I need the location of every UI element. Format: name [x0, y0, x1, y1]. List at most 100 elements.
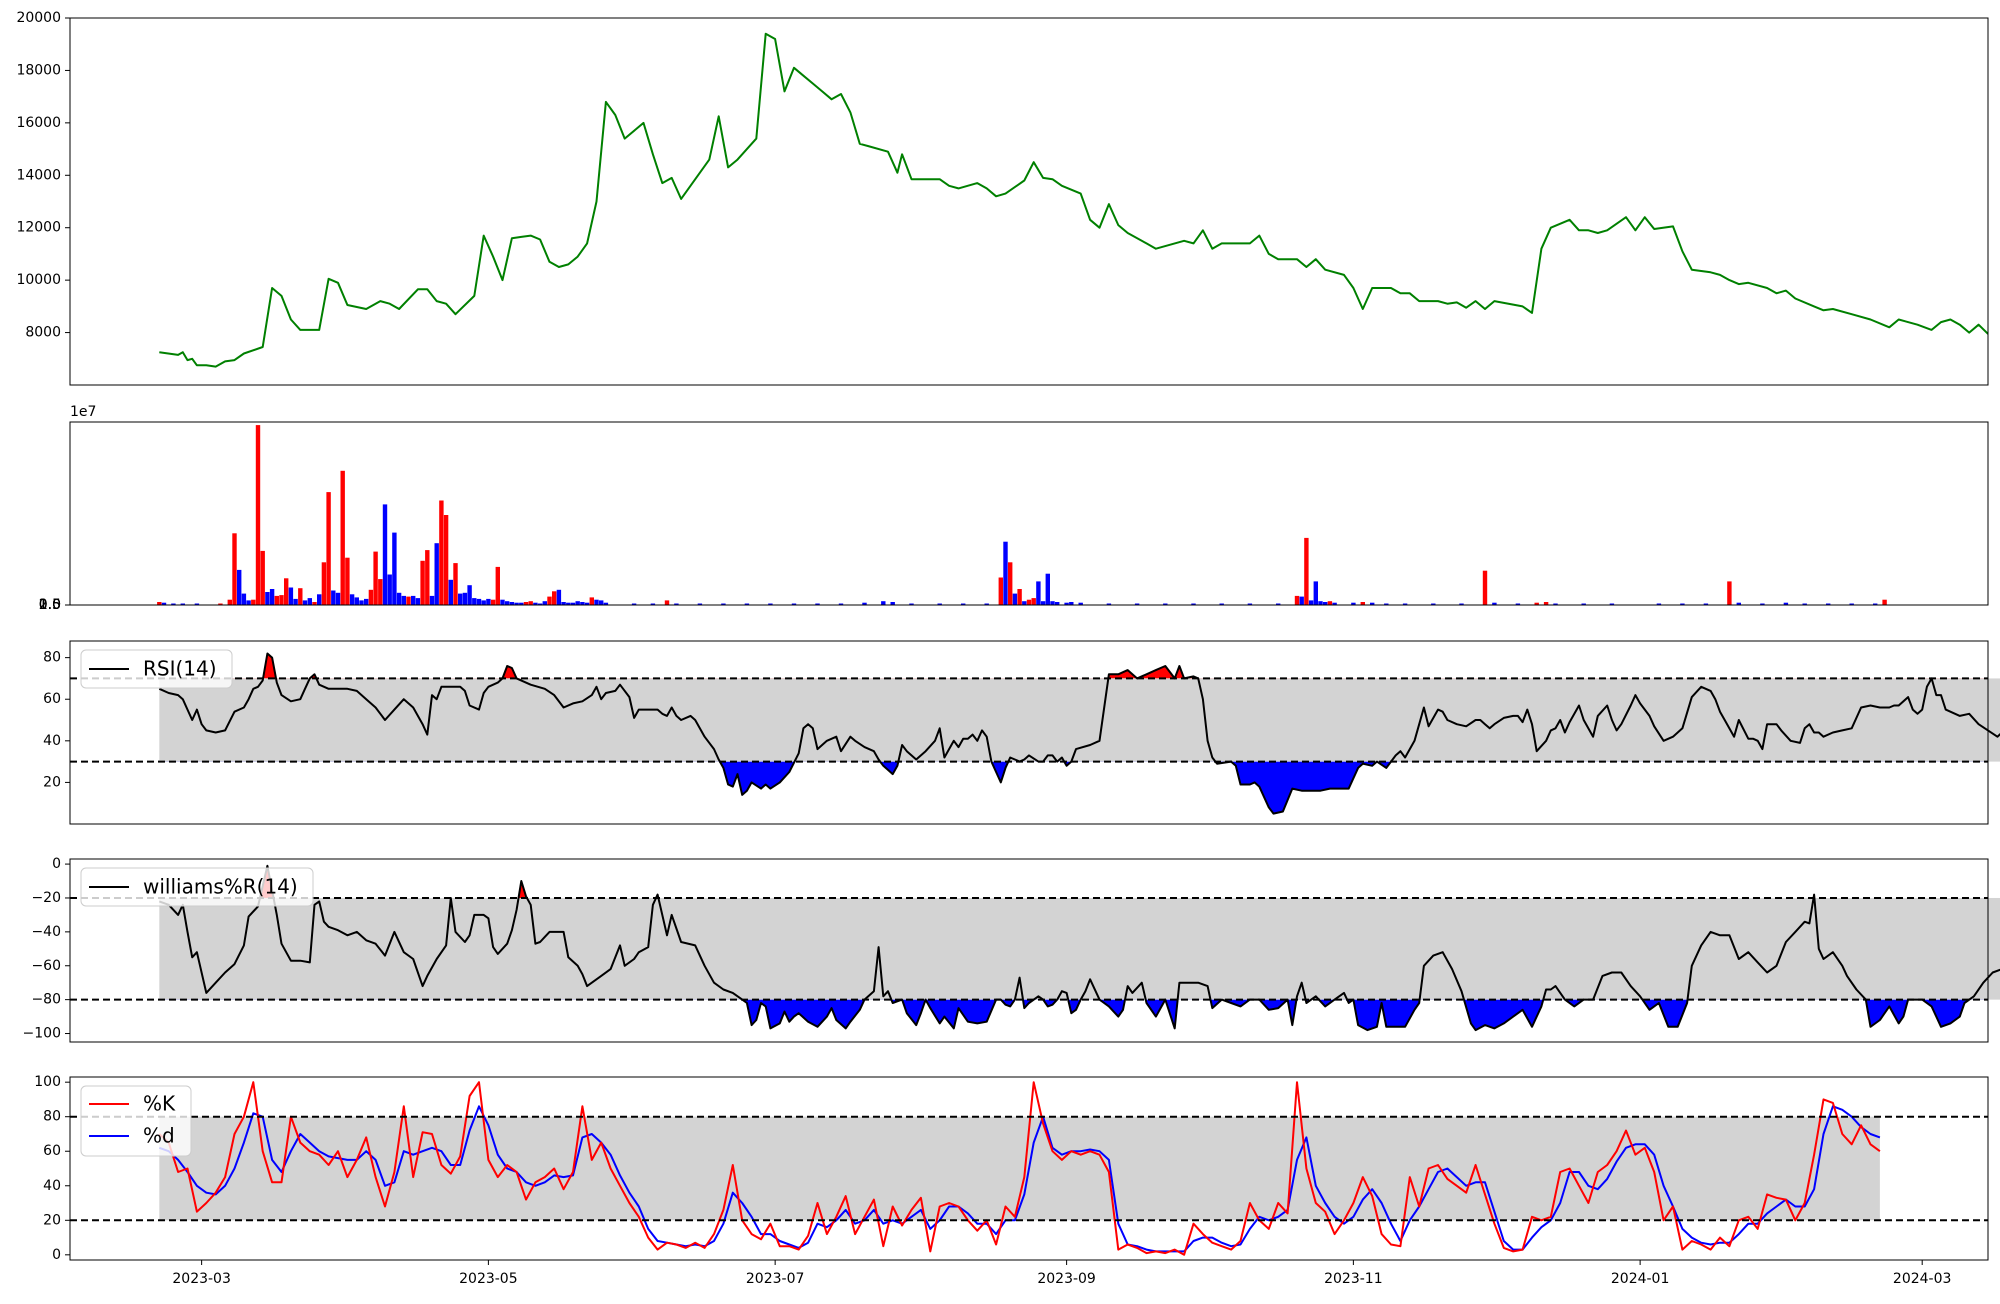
volume-bar: [505, 601, 510, 605]
volume-bar: [1581, 603, 1586, 605]
volume-bar: [406, 596, 411, 605]
volume-ytick-label: 0.5: [39, 597, 61, 613]
volume-bar: [1402, 603, 1408, 605]
volume-bar: [1247, 603, 1253, 605]
williams-frame: [69, 858, 1989, 1043]
volume-bar: [1459, 603, 1464, 605]
williams-ytick-label: −20: [31, 890, 61, 906]
williams-series-line: [158, 864, 2000, 1032]
stoch-ytick-label: 40: [43, 1178, 61, 1194]
rsi-series-line: [158, 652, 2000, 815]
volume-bar: [345, 557, 350, 605]
volume-bar: [392, 532, 397, 605]
volume-bar: [664, 600, 670, 605]
volume-bar: [599, 600, 604, 605]
volume-bar: [1313, 581, 1318, 605]
volume-bar: [1003, 541, 1008, 605]
x-tick-label: 2023-05: [459, 1271, 518, 1287]
volume-bar: [1064, 602, 1069, 605]
volume-bar: [302, 600, 308, 605]
volume-bar: [580, 602, 585, 605]
williams-ytick-label: −100: [23, 1026, 61, 1042]
volume-bar: [1294, 595, 1300, 605]
price-ytick-label: 16000: [16, 115, 61, 131]
volume-bar: [288, 587, 294, 605]
volume-bar: [528, 601, 533, 605]
stoch-ytick-label: 100: [34, 1074, 61, 1090]
volume-bar: [862, 602, 867, 605]
x-tick-label: 2024-03: [1893, 1271, 1952, 1287]
volume-bar: [1327, 601, 1333, 605]
volume-bar: [631, 603, 637, 605]
price-frame: [69, 17, 1989, 386]
volume-bar: [1370, 602, 1375, 605]
x-tick-label: 2023-07: [746, 1271, 805, 1287]
volume-bar: [937, 603, 942, 605]
volume-bar: [984, 603, 989, 605]
volume-bar: [326, 492, 331, 605]
volume-bar: [415, 598, 421, 605]
volume-bar: [373, 551, 378, 605]
volume-bar: [443, 515, 449, 605]
volume-bar: [260, 550, 265, 605]
rsi-ytick-label: 40: [43, 733, 61, 749]
volume-bar: [1534, 602, 1539, 605]
volume-bar: [584, 602, 590, 605]
rsi-frame: [69, 640, 1989, 825]
volume-bar: [171, 603, 176, 605]
volume-ytick-label: 0.0: [39, 597, 61, 613]
volume-bar: [909, 603, 914, 605]
volume-bar: [401, 595, 406, 605]
volume-bar: [1106, 603, 1112, 605]
volume-bar: [1012, 593, 1018, 605]
volume-frame: [69, 421, 1989, 606]
volume-bar: [1219, 603, 1224, 605]
volume-bar: [265, 592, 270, 605]
stoch-k-line: [158, 1081, 1881, 1256]
volume-bar: [1163, 603, 1168, 605]
volume-bar: [439, 500, 444, 605]
volume-bar: [349, 594, 355, 605]
volume-bar: [589, 597, 594, 605]
volume-bar: [340, 470, 345, 605]
volume-bar: [218, 603, 223, 605]
volume-bar: [815, 603, 820, 605]
volume-bar: [335, 592, 341, 605]
volume-bar: [768, 603, 773, 605]
stoch-legend-d-label: %d: [143, 1124, 175, 1148]
volume-bar: [838, 603, 844, 605]
volume-bar: [1069, 602, 1074, 605]
volume-bar: [429, 595, 435, 605]
volume-bar: [566, 602, 571, 605]
volume-bar: [1431, 603, 1436, 605]
rsi-ytick-label: 60: [43, 691, 61, 707]
volume-bar: [1783, 602, 1789, 605]
volume-bar: [359, 600, 364, 605]
stoch-ytick-label: 60: [43, 1143, 61, 1159]
volume-bar: [312, 602, 317, 605]
volume-ytick-label: 2.0: [39, 597, 61, 613]
volume-bar: [514, 602, 519, 605]
volume-bar: [241, 593, 247, 605]
volume-bar: [448, 579, 453, 605]
volume-bar: [331, 590, 336, 605]
volume-bar: [237, 569, 242, 605]
volume-bar: [467, 585, 472, 605]
volume-bar: [293, 598, 298, 605]
volume-bar: [246, 600, 251, 605]
volume-bar: [881, 601, 886, 605]
price-ytick-label: 20000: [16, 10, 61, 26]
price-ytick-label: 18000: [16, 62, 61, 78]
volume-bar: [1308, 600, 1314, 605]
rsi-legend-label: RSI(14): [143, 657, 217, 681]
volume-bar: [1703, 603, 1709, 605]
volume-bar: [251, 599, 256, 605]
volume-bar: [1299, 596, 1304, 605]
volume-bar: [317, 594, 322, 605]
volume-bar: [321, 562, 327, 605]
volume-bar: [462, 592, 468, 605]
volume-bar: [1055, 602, 1060, 605]
volume-bar: [552, 591, 557, 605]
volume-bar: [575, 601, 580, 605]
